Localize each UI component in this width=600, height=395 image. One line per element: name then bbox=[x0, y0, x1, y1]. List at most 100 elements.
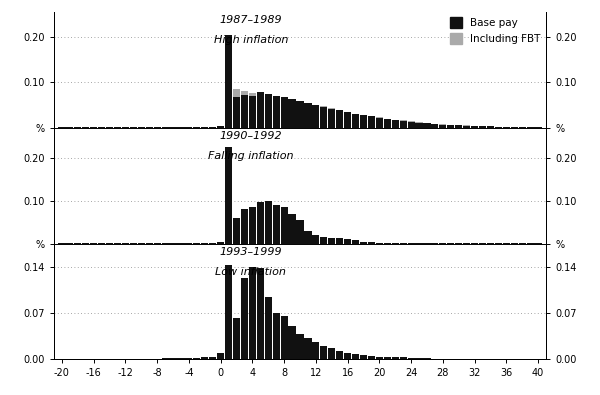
Bar bbox=[178, 127, 185, 128]
Bar bbox=[209, 357, 216, 359]
Bar bbox=[320, 346, 328, 359]
Bar bbox=[257, 94, 264, 128]
Bar bbox=[487, 243, 494, 244]
Bar bbox=[241, 91, 248, 128]
Bar bbox=[424, 123, 431, 128]
Bar bbox=[328, 348, 335, 359]
Bar bbox=[185, 127, 193, 128]
Bar bbox=[336, 111, 343, 128]
Bar bbox=[471, 243, 478, 244]
Bar bbox=[495, 127, 502, 128]
Bar bbox=[241, 278, 248, 359]
Bar bbox=[304, 231, 311, 244]
Bar bbox=[272, 313, 280, 359]
Bar bbox=[376, 118, 383, 128]
Legend: Base pay, Including FBT: Base pay, Including FBT bbox=[449, 17, 541, 44]
Bar bbox=[352, 354, 359, 359]
Bar bbox=[233, 218, 240, 244]
Bar bbox=[535, 127, 542, 128]
Bar bbox=[439, 124, 446, 128]
Bar bbox=[503, 127, 510, 128]
Bar bbox=[535, 127, 542, 128]
Bar bbox=[169, 358, 176, 359]
Bar bbox=[376, 243, 383, 244]
Bar bbox=[193, 358, 200, 359]
Bar bbox=[74, 127, 82, 128]
Bar bbox=[281, 207, 288, 244]
Bar bbox=[415, 358, 422, 359]
Bar bbox=[249, 96, 256, 128]
Bar bbox=[185, 358, 193, 359]
Bar bbox=[169, 127, 176, 128]
Bar bbox=[518, 243, 526, 244]
Bar bbox=[518, 127, 526, 128]
Bar bbox=[74, 243, 82, 244]
Bar bbox=[471, 126, 478, 128]
Bar bbox=[424, 358, 431, 359]
Bar bbox=[384, 357, 391, 359]
Bar bbox=[535, 243, 542, 244]
Bar bbox=[161, 127, 169, 128]
Bar bbox=[447, 124, 454, 128]
Bar bbox=[368, 116, 375, 128]
Bar bbox=[161, 358, 169, 359]
Bar bbox=[415, 243, 422, 244]
Bar bbox=[257, 202, 264, 244]
Bar bbox=[106, 127, 113, 128]
Bar bbox=[487, 126, 494, 128]
Bar bbox=[360, 115, 367, 128]
Text: 1987–1989: 1987–1989 bbox=[220, 15, 282, 25]
Bar bbox=[272, 96, 280, 128]
Bar bbox=[265, 94, 272, 128]
Bar bbox=[392, 120, 399, 128]
Bar bbox=[503, 243, 510, 244]
Bar bbox=[328, 109, 335, 128]
Bar bbox=[178, 358, 185, 359]
Bar bbox=[138, 127, 145, 128]
Text: 1990–1992: 1990–1992 bbox=[220, 131, 282, 141]
Bar bbox=[138, 127, 145, 128]
Bar bbox=[154, 127, 161, 128]
Bar bbox=[511, 127, 518, 128]
Bar bbox=[336, 110, 343, 128]
Bar bbox=[82, 127, 89, 128]
Bar bbox=[154, 243, 161, 244]
Bar bbox=[304, 338, 311, 359]
Bar bbox=[312, 342, 319, 359]
Bar bbox=[257, 268, 264, 359]
Bar bbox=[511, 243, 518, 244]
Bar bbox=[304, 103, 311, 128]
Bar bbox=[376, 357, 383, 359]
Bar bbox=[257, 92, 264, 128]
Bar bbox=[178, 127, 185, 128]
Bar bbox=[392, 243, 399, 244]
Bar bbox=[368, 356, 375, 359]
Text: 1993–1999: 1993–1999 bbox=[220, 247, 282, 257]
Bar bbox=[296, 334, 304, 359]
Bar bbox=[209, 127, 216, 128]
Bar bbox=[241, 94, 248, 128]
Bar bbox=[336, 239, 343, 244]
Bar bbox=[392, 120, 399, 128]
Bar bbox=[352, 114, 359, 128]
Bar bbox=[58, 127, 65, 128]
Bar bbox=[384, 118, 391, 128]
Bar bbox=[98, 127, 105, 128]
Bar bbox=[82, 243, 89, 244]
Bar bbox=[217, 126, 224, 128]
Bar bbox=[527, 127, 534, 128]
Bar bbox=[281, 97, 288, 128]
Bar bbox=[146, 127, 153, 128]
Bar bbox=[233, 89, 240, 128]
Bar bbox=[400, 243, 407, 244]
Bar bbox=[58, 243, 65, 244]
Bar bbox=[344, 353, 351, 359]
Bar bbox=[185, 243, 193, 244]
Bar bbox=[527, 127, 534, 128]
Bar bbox=[161, 243, 169, 244]
Bar bbox=[90, 127, 97, 128]
Bar bbox=[138, 243, 145, 244]
Bar bbox=[233, 318, 240, 359]
Bar bbox=[360, 242, 367, 244]
Bar bbox=[415, 122, 422, 128]
